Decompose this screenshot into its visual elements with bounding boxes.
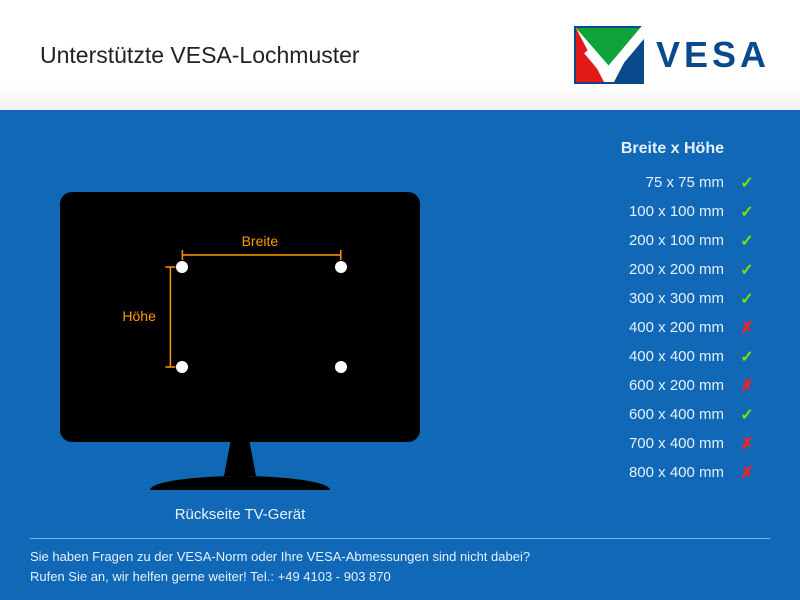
cross-icon: ✗	[724, 434, 770, 454]
dimension-overlay	[60, 192, 420, 442]
table-row: 800 x 400 mm✗	[510, 458, 770, 487]
vesa-logo: VESA	[574, 26, 770, 84]
table-header: Breite x Höhe	[510, 140, 770, 158]
table-row: 75 x 75 mm✓	[510, 168, 770, 197]
dimension-value: 400 x 400 mm	[564, 348, 724, 365]
footer-line-2: Rufen Sie an, wir helfen gerne weiter! T…	[30, 567, 770, 587]
header: Unterstützte VESA-Lochmuster VESA	[0, 0, 800, 110]
dimension-value: 75 x 75 mm	[564, 174, 724, 191]
dimension-value: 200 x 200 mm	[564, 261, 724, 278]
table-row: 300 x 300 mm✓	[510, 284, 770, 313]
dimension-value: 300 x 300 mm	[564, 290, 724, 307]
table-row: 700 x 400 mm✗	[510, 429, 770, 458]
table-row: 600 x 200 mm✗	[510, 371, 770, 400]
tv-diagram: Breite Höhe Rückseite TV-Gerät	[30, 130, 450, 585]
table-row: 400 x 400 mm✓	[510, 342, 770, 371]
check-icon: ✓	[724, 405, 770, 425]
vesa-table: Breite x Höhe 75 x 75 mm✓100 x 100 mm✓20…	[450, 130, 770, 585]
table-row: 200 x 100 mm✓	[510, 226, 770, 255]
dimension-value: 800 x 400 mm	[564, 464, 724, 481]
check-icon: ✓	[724, 260, 770, 280]
table-row: 400 x 200 mm✗	[510, 313, 770, 342]
dimension-value: 400 x 200 mm	[564, 319, 724, 336]
footer-line-1: Sie haben Fragen zu der VESA-Norm oder I…	[30, 547, 770, 567]
cross-icon: ✗	[724, 376, 770, 396]
check-icon: ✓	[724, 202, 770, 222]
dimension-value: 700 x 400 mm	[564, 435, 724, 452]
vesa-logo-icon	[574, 26, 644, 84]
tv-stand-base	[150, 476, 330, 490]
dimension-value: 200 x 100 mm	[564, 232, 724, 249]
vesa-logo-text: VESA	[656, 34, 770, 76]
table-row: 600 x 400 mm✓	[510, 400, 770, 429]
main-panel: Breite Höhe Rückseite TV-Gerät Breite x H…	[0, 110, 800, 600]
cross-icon: ✗	[724, 318, 770, 338]
check-icon: ✓	[724, 173, 770, 193]
table-row: 200 x 200 mm✓	[510, 255, 770, 284]
page-title: Unterstützte VESA-Lochmuster	[40, 42, 360, 69]
tv-screen-back: Breite Höhe	[60, 192, 420, 442]
tv-caption: Rückseite TV-Gerät	[175, 506, 306, 523]
tv-stand-neck	[224, 442, 256, 476]
height-label: Höhe	[122, 308, 155, 324]
cross-icon: ✗	[724, 463, 770, 483]
check-icon: ✓	[724, 231, 770, 251]
check-icon: ✓	[724, 289, 770, 309]
footer: Sie haben Fragen zu der VESA-Norm oder I…	[30, 538, 770, 586]
width-label: Breite	[242, 233, 279, 249]
dimension-value: 600 x 200 mm	[564, 377, 724, 394]
check-icon: ✓	[724, 347, 770, 367]
dimension-value: 600 x 400 mm	[564, 406, 724, 423]
table-row: 100 x 100 mm✓	[510, 197, 770, 226]
table-body: 75 x 75 mm✓100 x 100 mm✓200 x 100 mm✓200…	[510, 168, 770, 487]
dimension-value: 100 x 100 mm	[564, 203, 724, 220]
